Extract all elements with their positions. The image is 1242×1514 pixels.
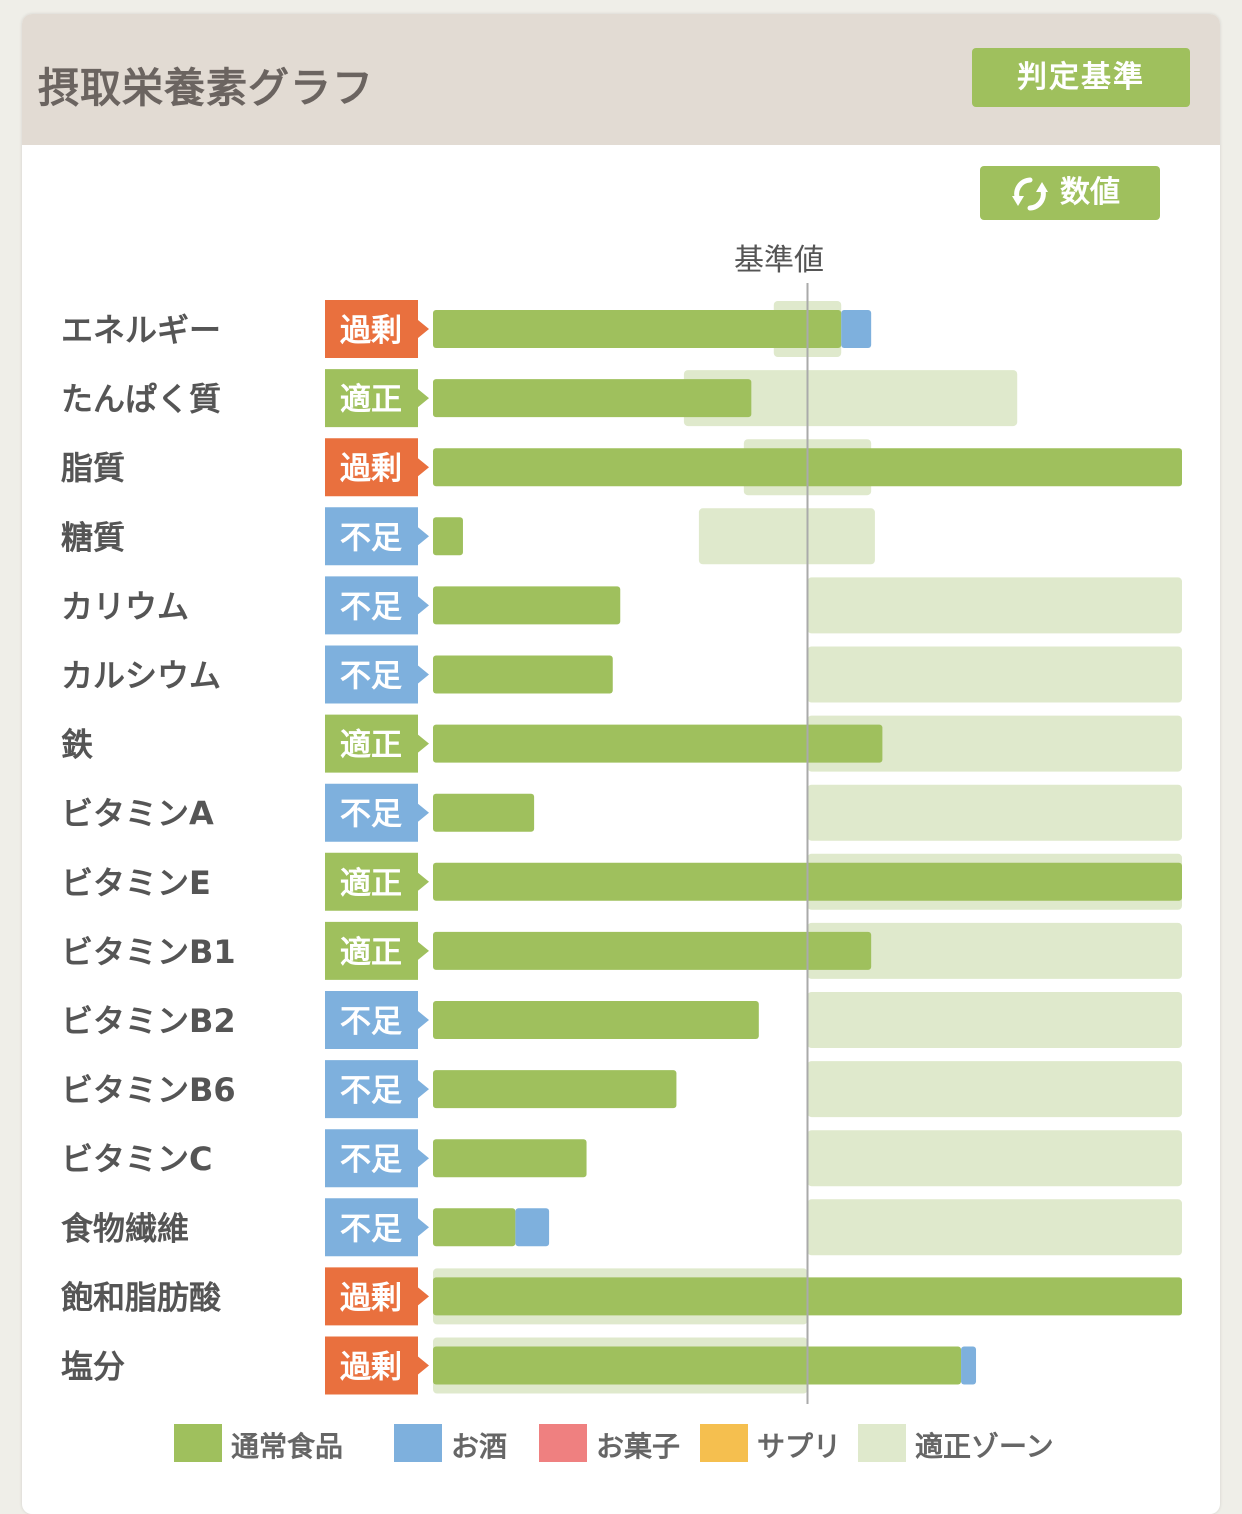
refresh-icon [1012, 177, 1048, 211]
optimal-zone-band [807, 922, 1182, 979]
legend-swatch-snacks [539, 1424, 587, 1462]
status-badge [325, 1198, 429, 1257]
status-badge-label: 不足 [340, 1004, 402, 1040]
bar-normal_food [433, 931, 872, 970]
optimal-zone-band [807, 1061, 1182, 1118]
status-badge [325, 714, 429, 773]
bar-normal_food [433, 1139, 587, 1178]
status-badge-label: 不足 [340, 1142, 402, 1178]
bar-normal_food [433, 586, 621, 625]
status-badge-label: 過剰 [340, 1280, 402, 1316]
optimal-zone-band [807, 784, 1182, 841]
status-badge-label: 適正 [340, 728, 402, 764]
optimal-zone-band [698, 508, 875, 565]
optimal-zone-band [807, 577, 1182, 634]
optimal-zone-band [807, 1130, 1182, 1187]
status-badge-label: 過剰 [340, 313, 402, 349]
nutrient-label: ビタミンB1 [61, 933, 236, 971]
optimal-zone-band [807, 992, 1182, 1048]
nutrient-label: 飽和脂肪酸 [61, 1278, 222, 1316]
status-badge-label: 適正 [340, 866, 402, 902]
nutrient-label: カリウム [61, 587, 189, 625]
status-badge [325, 645, 429, 704]
card-header: 摂取栄養素グラフ 判定基準 [22, 14, 1220, 145]
bar-normal_food [433, 724, 883, 763]
bar-normal_food [433, 310, 842, 348]
nutrient-label: ビタミンA [61, 795, 214, 833]
nutrient-label: たんぱく質 [61, 380, 221, 418]
status-badge-label: 不足 [340, 520, 402, 556]
nutrient-label: ビタミンB6 [61, 1071, 236, 1109]
optimal-zone-band [807, 646, 1182, 703]
bar-normal_food [433, 379, 752, 418]
legend-label-normal-food: 通常食品 [231, 1430, 344, 1463]
nutrient-label: 脂質 [61, 449, 125, 487]
status-badge [325, 369, 429, 428]
bar-alcohol [515, 1208, 550, 1247]
status-badge-label: 適正 [340, 935, 402, 971]
status-badge-label: 不足 [340, 1073, 402, 1109]
status-badge-label: 過剰 [340, 1350, 402, 1386]
status-badge [325, 1267, 429, 1326]
nutrient-label: ビタミンB2 [61, 1002, 236, 1040]
optimal-zone-band [683, 370, 1018, 427]
value-button-label: 数値 [1060, 175, 1120, 210]
status-badge [325, 783, 429, 842]
status-badge-label: 不足 [340, 589, 402, 625]
page-title: 摂取栄養素グラフ [38, 64, 374, 112]
reference-line-label: 基準値 [734, 243, 824, 278]
status-badge [325, 921, 429, 980]
bar-normal_food [433, 1001, 759, 1039]
legend-swatch-normal-food [174, 1424, 222, 1462]
nutrient-label: ビタミンE [61, 864, 211, 902]
status-badge-label: 過剰 [340, 451, 402, 487]
legend-label-optimal-zone: 適正ゾーン [915, 1430, 1054, 1463]
nutrient-label: 塩分 [61, 1348, 125, 1386]
legend-swatch-supplement [700, 1424, 748, 1462]
toggle-value-button[interactable]: 数値 [980, 166, 1160, 220]
nutrient-label: カルシウム [61, 657, 221, 695]
status-badge-label: 不足 [340, 797, 402, 833]
bar-alcohol [841, 310, 872, 348]
bar-normal_food [433, 1208, 516, 1247]
status-badge-label: 不足 [340, 1211, 402, 1247]
bar-alcohol [961, 1346, 977, 1385]
status-badge [325, 852, 429, 911]
status-badge-label: 不足 [340, 659, 402, 695]
bar-normal_food [433, 1346, 962, 1385]
status-badge [325, 1060, 429, 1119]
bar-normal_food [433, 1070, 677, 1109]
status-badge [325, 507, 429, 566]
legend-label-supplement: サプリ [757, 1430, 842, 1463]
legend-swatch-optimal-zone [858, 1424, 906, 1462]
nutrient-label: 糖質 [61, 518, 125, 556]
legend-label-snacks: お菓子 [596, 1430, 681, 1463]
nutrient-label: エネルギー [61, 311, 221, 349]
nutrient-label: ビタミンC [61, 1140, 213, 1178]
bar-normal_food [433, 517, 463, 556]
status-badge [325, 300, 429, 358]
bar-normal_food [433, 655, 613, 694]
optimal-zone-band [807, 1199, 1182, 1256]
nutrient-label: 鉄 [61, 726, 93, 764]
status-badge [325, 576, 429, 635]
status-badge-label: 適正 [340, 382, 402, 418]
bar-normal_food [433, 793, 535, 832]
status-badge [325, 438, 429, 497]
status-badge [325, 1336, 429, 1395]
status-badge [325, 991, 429, 1049]
nutrient-label: 食物繊維 [61, 1209, 189, 1247]
status-badge [325, 1129, 429, 1188]
legend-label-alcohol: お酒 [451, 1430, 508, 1463]
legend-swatch-alcohol [394, 1424, 442, 1462]
optimal-zone-band [807, 715, 1182, 772]
criteria-button[interactable]: 判定基準 [972, 48, 1190, 107]
